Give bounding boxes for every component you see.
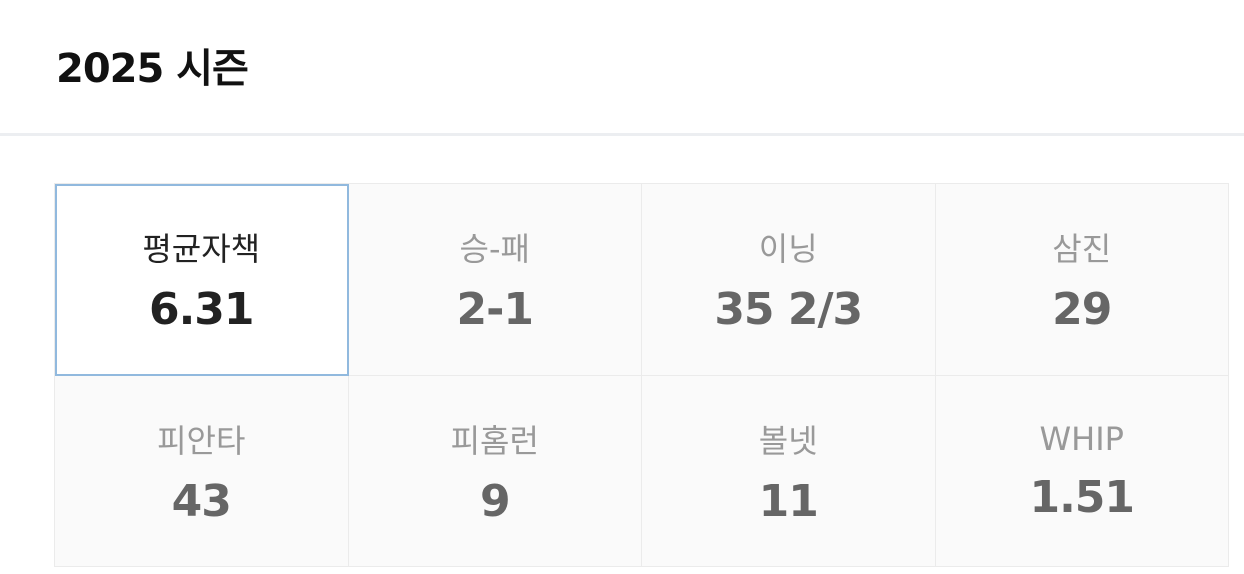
stat-label: 이닝 [758,230,818,268]
stat-value: 1.51 [1029,471,1135,523]
stat-value: 43 [171,475,232,527]
stat-value: 6.31 [148,284,255,335]
stat-label: 볼넷 [758,421,818,460]
stat-strikeouts[interactable]: 삼진 29 [935,184,1229,376]
stat-innings[interactable]: 이닝 35 2/3 [642,184,936,376]
stat-walks[interactable]: 볼넷 11 [642,376,936,567]
stat-label: 피홈런 [450,421,539,460]
header-divider [0,133,1244,136]
stat-label: 승-패 [459,230,530,268]
stat-hits-allowed[interactable]: 피안타 43 [55,376,349,567]
stat-win-loss[interactable]: 승-패 2-1 [348,184,642,376]
stat-value: 9 [479,475,511,527]
stat-home-runs-allowed[interactable]: 피홈런 9 [348,376,642,567]
stat-value: 2-1 [456,284,534,335]
stat-whip[interactable]: WHIP 1.51 [935,376,1229,567]
stat-value: 11 [758,475,819,527]
page-title: 2025 시즌 [56,46,249,92]
stat-label: 삼진 [1052,230,1112,268]
stat-label: WHIP [1039,419,1124,458]
stat-label: 피안타 [157,421,246,460]
stat-era[interactable]: 평균자책 6.31 [55,184,349,376]
stat-label: 평균자책 [142,230,261,268]
stat-value: 35 2/3 [714,284,863,335]
season-stats-grid: 평균자책 6.31 승-패 2-1 이닝 35 2/3 삼진 29 피안타 43 피홈런 9… [54,183,1229,567]
stat-value: 29 [1052,284,1112,335]
